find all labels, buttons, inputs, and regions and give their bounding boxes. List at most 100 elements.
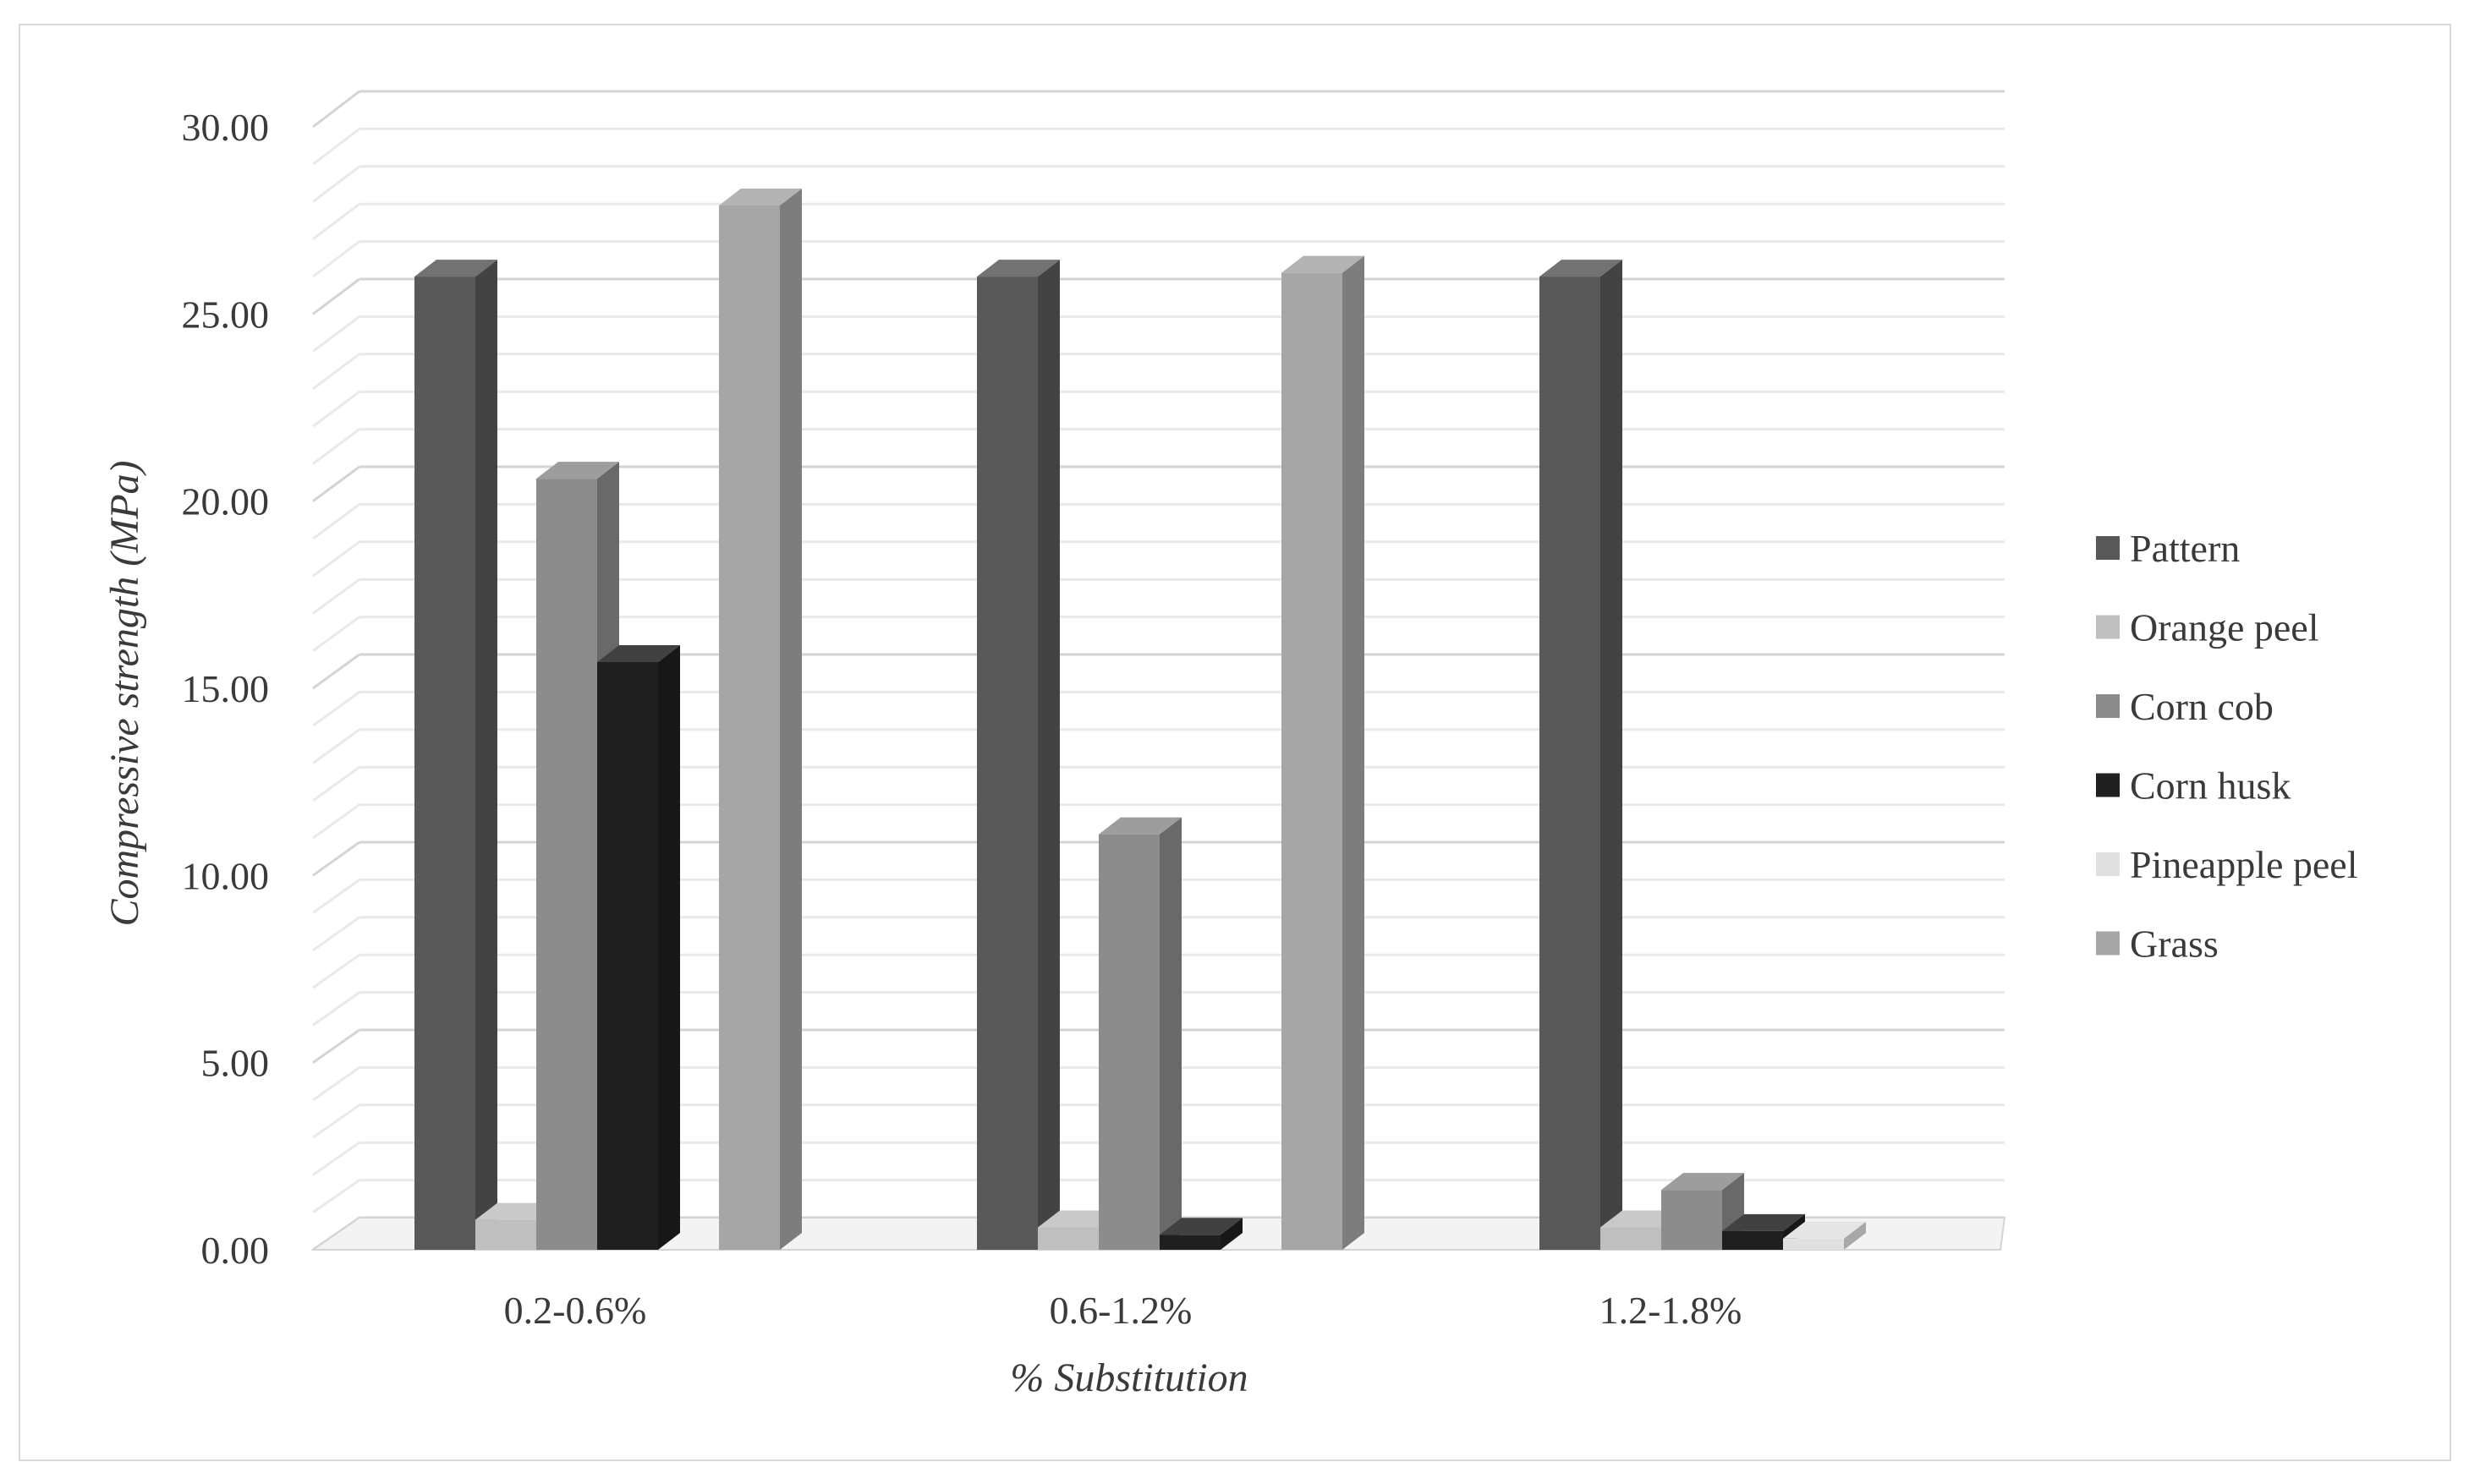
legend-label: Corn husk (2130, 764, 2291, 808)
legend-label: Corn cob (2130, 685, 2274, 728)
y-tick-labels: 0.00 5.00 10.00 15.00 20.00 25.00 30.00 (182, 106, 270, 1272)
bar-side (780, 188, 802, 1251)
legend-swatch (2096, 694, 2120, 718)
bar-front (536, 479, 597, 1250)
gridline-side (312, 1028, 360, 1064)
gridline-side (312, 465, 360, 502)
bar-side (1221, 1218, 1243, 1250)
gridline-side (312, 916, 360, 952)
legend-item: Corn husk (2096, 764, 2291, 808)
legend-item: Pattern (2096, 527, 2240, 570)
bar (597, 645, 680, 1250)
y-tick-label: 25.00 (182, 293, 270, 336)
bar (1783, 1221, 1866, 1250)
bar-front (977, 277, 1038, 1251)
x-tick-label: 1.2-1.8% (1599, 1289, 1742, 1332)
y-axis-title: Compressive strength (MPa) (102, 460, 147, 926)
gridline-side (312, 1066, 360, 1102)
y-tick-label: 30.00 (182, 106, 270, 149)
x-tick-label: 0.2-0.6% (504, 1289, 647, 1332)
gridline-side (312, 1103, 360, 1139)
y-tick-label: 0.00 (201, 1229, 270, 1272)
legend-swatch (2096, 773, 2120, 797)
bar (977, 260, 1060, 1251)
bar-side (1342, 255, 1364, 1250)
legend-swatch (2096, 852, 2120, 876)
y-tick-label: 10.00 (182, 854, 270, 897)
legend-item: Grass (2096, 923, 2219, 966)
gridline-side (312, 390, 360, 428)
gridline-side (312, 879, 360, 914)
gridline-side (312, 616, 360, 652)
bar-side (475, 260, 497, 1251)
bar-front (1038, 1227, 1099, 1250)
legend-swatch (2096, 536, 2120, 560)
bar (1281, 255, 1364, 1250)
bar-side (658, 645, 680, 1250)
bar-top (1281, 255, 1364, 273)
gridline-side (312, 1179, 360, 1213)
x-tick-labels: 0.2-0.6% 0.6-1.2% 1.2-1.8% (504, 1289, 1742, 1332)
bar (414, 260, 497, 1251)
legend-item: Corn cob (2096, 685, 2274, 728)
legend-label: Pattern (2130, 527, 2240, 570)
gridline-side (312, 128, 360, 166)
bar-front (475, 1219, 536, 1250)
gridline-side (312, 803, 360, 840)
legend: Pattern Orange peel Corn cob Corn husk Pinea… (2096, 527, 2358, 966)
bar-side (1160, 817, 1182, 1250)
bar-front (414, 277, 475, 1251)
bar-front (1600, 1227, 1661, 1250)
bar-top (719, 188, 802, 205)
gridline-side (312, 503, 360, 540)
bar-top (1160, 1218, 1243, 1235)
bar-top (1661, 1173, 1744, 1191)
bar-front (1661, 1190, 1722, 1250)
bar (1539, 260, 1622, 1251)
bar (1099, 817, 1182, 1250)
gridline-side (312, 691, 360, 727)
bar-side (1038, 260, 1060, 1251)
bar-top (1099, 817, 1182, 835)
gridline-side (312, 1141, 360, 1176)
bar-top (1783, 1221, 1866, 1239)
gridline-side (312, 953, 360, 989)
bar-side (1844, 1221, 1866, 1250)
y-tick-label: 5.00 (201, 1042, 270, 1085)
gridline-side (312, 353, 360, 391)
legend-swatch (2096, 615, 2120, 639)
gridline-side (312, 428, 360, 465)
bar-top (414, 260, 497, 277)
bar-front (1722, 1230, 1783, 1250)
legend-item: Pineapple peel (2096, 843, 2358, 886)
bar-top (597, 645, 680, 663)
legend-item: Orange peel (2096, 606, 2319, 649)
gridline-side (312, 578, 360, 615)
bar-front (719, 205, 780, 1251)
x-tick-label: 0.6-1.2% (1050, 1289, 1193, 1332)
bar (719, 188, 802, 1251)
bar-front (1281, 272, 1342, 1250)
bar-top (1722, 1213, 1805, 1231)
legend-swatch (2096, 931, 2120, 956)
x-axis-title: % Substitution (1010, 1355, 1248, 1400)
y-tick-label: 15.00 (182, 667, 270, 710)
gridline-side (312, 277, 360, 315)
bar-top (1539, 260, 1622, 277)
gridline-side (312, 240, 360, 278)
legend-label: Grass (2130, 923, 2219, 966)
legend-label: Pineapple peel (2130, 843, 2358, 886)
bar-top (977, 260, 1060, 277)
bar (1160, 1218, 1243, 1250)
bar-front (1539, 277, 1600, 1251)
gridline-side (312, 165, 360, 203)
bar-side (1600, 260, 1622, 1251)
gridline-side (312, 315, 360, 353)
gridline-side (312, 728, 360, 764)
gridline-side (312, 653, 360, 690)
gridline-side (312, 765, 360, 802)
y-tick-label: 20.00 (182, 480, 270, 523)
gridline-side (312, 90, 360, 129)
gridline-side (312, 203, 360, 240)
